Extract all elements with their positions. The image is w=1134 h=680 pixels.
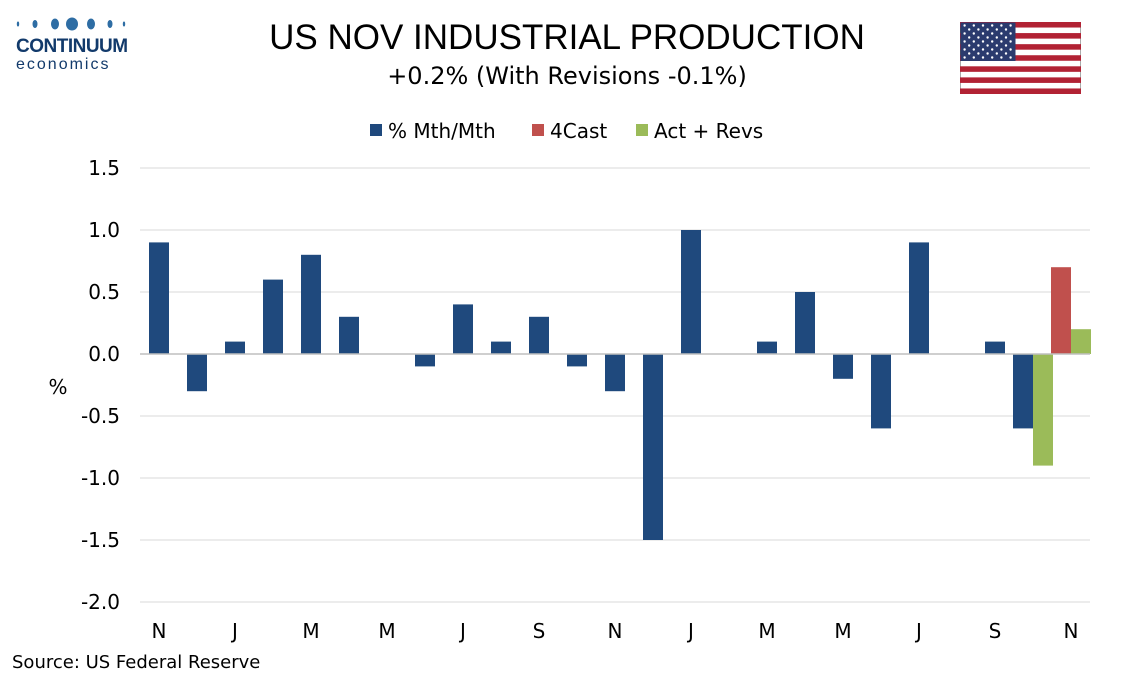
bar: [415, 354, 435, 367]
x-tick-label: J: [458, 619, 466, 643]
bar: [643, 354, 663, 540]
bar: [1033, 354, 1053, 466]
legend-label: % Mth/Mth: [388, 119, 496, 143]
x-tick-label: M: [302, 619, 319, 643]
bar: [605, 354, 625, 392]
logo-name: CONTINUUM: [16, 36, 128, 57]
x-tick-label: J: [914, 619, 922, 643]
y-tick-label: 0.5: [88, 280, 120, 304]
bar: [985, 341, 1005, 354]
bar: [301, 254, 321, 354]
logo-dots-icon: [16, 17, 126, 31]
x-tick-label: M: [834, 619, 851, 643]
y-tick-label: -1.5: [81, 528, 120, 552]
x-tick-label: S: [533, 619, 546, 643]
bar: [833, 354, 853, 379]
legend-label: 4Cast: [550, 119, 607, 143]
y-tick-label: 0.0: [88, 342, 120, 366]
legend-swatch: [370, 124, 382, 136]
bar: [1051, 267, 1071, 354]
bar: [453, 304, 473, 354]
us-flag-icon: [960, 22, 1081, 94]
y-tick-label: -2.0: [81, 590, 120, 614]
bar: [757, 341, 777, 354]
bar: [491, 341, 511, 354]
bar: [871, 354, 891, 429]
y-tick-label: -1.0: [81, 466, 120, 490]
chart-subtitle: +0.2% (With Revisions -0.1%): [387, 62, 747, 90]
x-tick-label: S: [989, 619, 1002, 643]
bar: [795, 292, 815, 354]
legend-swatch: [636, 124, 648, 136]
bar: [1071, 329, 1091, 354]
x-tick-label: J: [230, 619, 238, 643]
legend-swatch: [532, 124, 544, 136]
y-tick-label: 1.5: [88, 156, 120, 180]
logo-subtitle: economics: [16, 56, 111, 73]
x-tick-label: N: [1064, 619, 1079, 643]
y-axis-label: %: [48, 375, 67, 399]
source-note: Source: US Federal Reserve: [12, 652, 261, 673]
x-tick-label: M: [758, 619, 775, 643]
x-tick-label: M: [378, 619, 395, 643]
bar: [339, 316, 359, 354]
bar: [225, 341, 245, 354]
continuum-logo: [14, 14, 134, 38]
y-tick-label: 1.0: [88, 218, 120, 242]
bar: [187, 354, 207, 392]
bar: [149, 242, 169, 354]
x-tick-label: J: [686, 619, 694, 643]
bar: [1013, 354, 1033, 429]
x-tick-label: N: [152, 619, 167, 643]
legend-label: Act + Revs: [654, 119, 763, 143]
y-tick-label: -0.5: [81, 404, 120, 428]
bar: [567, 354, 587, 367]
chart-title: US NOV INDUSTRIAL PRODUCTION: [269, 18, 865, 57]
bar: [263, 279, 283, 354]
x-tick-label: N: [608, 619, 623, 643]
bar: [681, 230, 701, 354]
bar: [529, 316, 549, 354]
bar: [909, 242, 929, 354]
